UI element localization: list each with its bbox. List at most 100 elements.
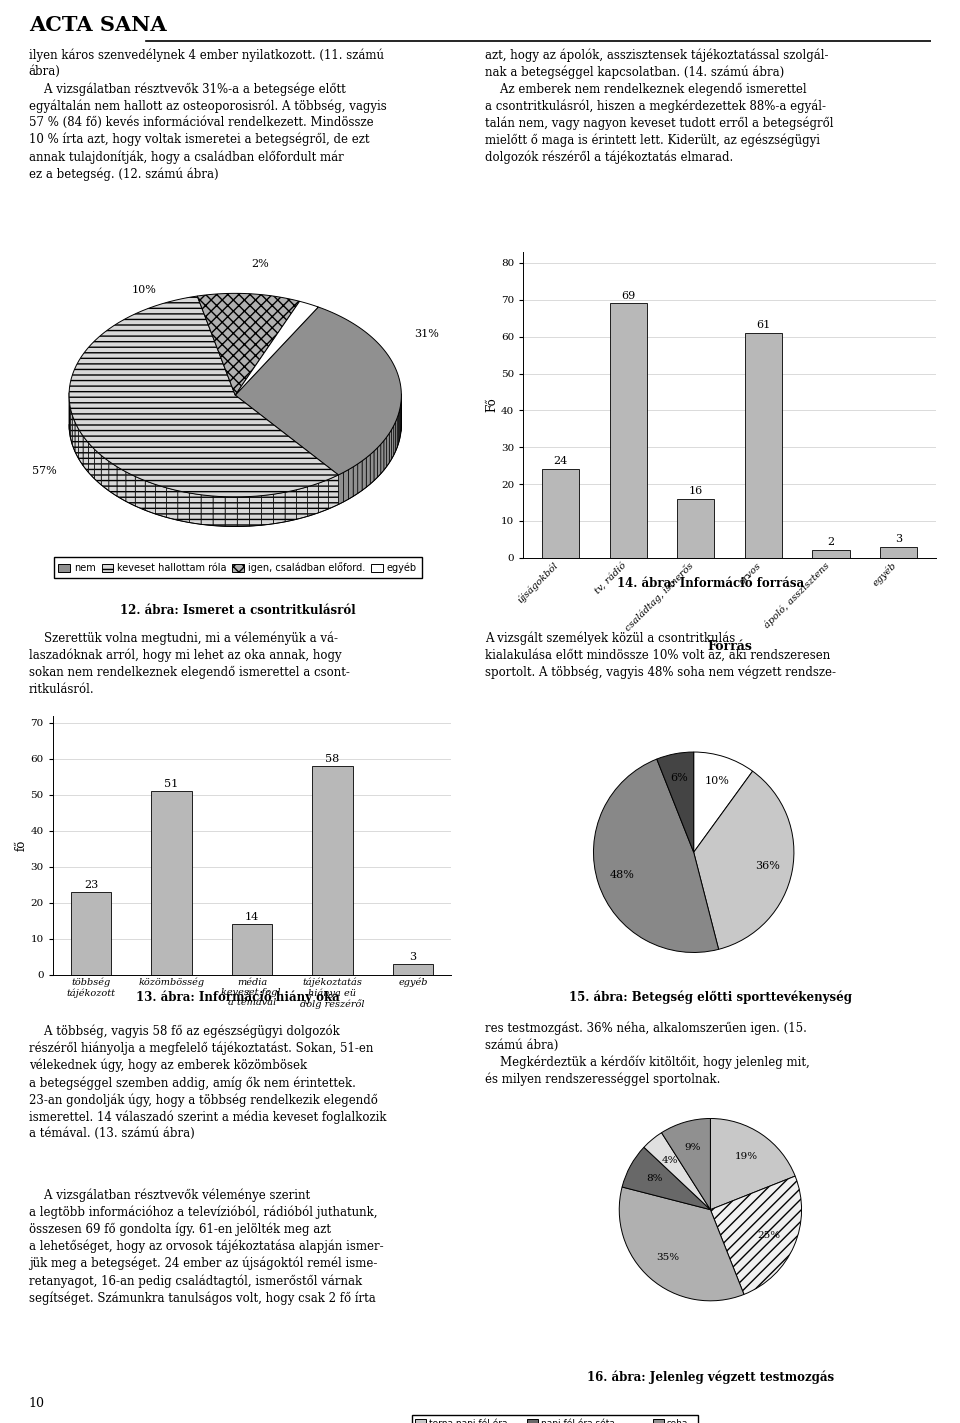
X-axis label: Forrás: Forrás (708, 640, 752, 653)
Polygon shape (348, 467, 353, 499)
Polygon shape (353, 464, 358, 497)
Text: 51: 51 (164, 780, 179, 790)
Bar (152, 791, 192, 975)
Wedge shape (710, 1118, 795, 1210)
Polygon shape (285, 490, 297, 522)
Text: 58: 58 (325, 754, 340, 764)
Polygon shape (381, 441, 384, 474)
Polygon shape (387, 433, 389, 467)
Polygon shape (235, 307, 401, 475)
Polygon shape (261, 494, 274, 525)
Text: res testmozgást. 36% néha, alkalomszerűen igen. (15.
számú ábra)
    Megkérdeztü: res testmozgást. 36% néha, alkalomszerűe… (485, 1022, 809, 1086)
Text: 12. ábra: Ismeret a csontritkulásról: 12. ábra: Ismeret a csontritkulásról (120, 603, 355, 618)
Text: 14. ábra: Információ forrása: 14. ábra: Információ forrása (617, 576, 804, 591)
Wedge shape (710, 1175, 802, 1295)
Wedge shape (622, 1147, 710, 1210)
Text: 4%: 4% (661, 1155, 678, 1164)
Text: 25%: 25% (757, 1231, 780, 1239)
Text: 10%: 10% (705, 776, 730, 785)
Text: 8%: 8% (646, 1174, 662, 1183)
Polygon shape (178, 491, 189, 522)
Text: 19%: 19% (735, 1153, 758, 1161)
Polygon shape (213, 497, 226, 527)
Wedge shape (694, 771, 794, 949)
Polygon shape (297, 487, 307, 519)
Polygon shape (250, 495, 261, 527)
Polygon shape (79, 430, 84, 465)
Bar (677, 499, 714, 558)
Polygon shape (339, 472, 344, 505)
Text: 31%: 31% (414, 329, 439, 340)
Bar (232, 925, 272, 975)
Text: azt, hogy az ápolók, asszisztensek tájékoztatással szolgál-
nak a betegséggel ka: azt, hogy az ápolók, asszisztensek tájék… (485, 48, 833, 165)
Text: 57%: 57% (32, 465, 57, 475)
Text: 3: 3 (895, 534, 902, 544)
Bar (610, 303, 647, 558)
Text: 6%: 6% (671, 774, 688, 784)
Text: 16: 16 (688, 485, 703, 495)
Wedge shape (661, 1118, 710, 1210)
Text: A többség, vagyis 58 fő az egészségügyi dolgozók
részéről hiányolja a megfelelő : A többség, vagyis 58 fő az egészségügyi … (29, 1025, 386, 1140)
Text: 13. ábra: Információ hiány oka: 13. ábra: Információ hiány oka (135, 990, 340, 1005)
Polygon shape (117, 467, 126, 501)
Text: 16. ábra: Jelenleg végzett testmozgás: 16. ábra: Jelenleg végzett testmozgás (587, 1370, 834, 1385)
Polygon shape (166, 488, 178, 521)
Text: Szerettük volna megtudni, mi a véleményük a vá-
laszadóknak arról, hogy mi lehet: Szerettük volna megtudni, mi a véleményü… (29, 632, 349, 696)
Polygon shape (358, 461, 362, 494)
Polygon shape (197, 293, 300, 396)
Y-axis label: fő: fő (14, 840, 28, 851)
Polygon shape (398, 410, 399, 444)
Polygon shape (396, 418, 397, 451)
Polygon shape (94, 450, 101, 485)
Text: 61: 61 (756, 320, 771, 330)
Text: 69: 69 (621, 290, 636, 300)
Wedge shape (593, 758, 719, 952)
Polygon shape (344, 470, 348, 502)
Polygon shape (84, 435, 88, 472)
Text: ACTA SANA: ACTA SANA (29, 14, 166, 36)
Text: 15. ábra: Betegség előtti sporttevékenység: 15. ábra: Betegség előtti sporttevékenys… (569, 990, 852, 1005)
Polygon shape (377, 444, 381, 477)
Polygon shape (389, 430, 392, 462)
Wedge shape (694, 751, 753, 852)
Bar (393, 963, 433, 975)
Legend: nem, keveset hallottam róla, igen, családban előford., egyéb: nem, keveset hallottam róla, igen, csalá… (54, 558, 421, 578)
Polygon shape (394, 421, 396, 455)
Polygon shape (397, 414, 398, 447)
Polygon shape (145, 481, 156, 514)
Bar (745, 333, 782, 558)
Polygon shape (189, 492, 201, 524)
Bar (812, 551, 850, 558)
Text: 2: 2 (828, 538, 834, 548)
Polygon shape (156, 484, 166, 518)
Polygon shape (384, 437, 387, 470)
Polygon shape (362, 458, 367, 491)
Polygon shape (75, 423, 79, 458)
Polygon shape (319, 480, 328, 512)
Text: 24: 24 (553, 457, 567, 467)
Legend: torna napi fél óra, kerékpározás 1ó/nap, naponta úszás, napi fél óra séta, heten: torna napi fél óra, kerékpározás 1ó/nap,… (412, 1414, 698, 1423)
Text: A vizsgálatban résztvevők véleménye szerint
a legtöbb információhoz a televíziób: A vizsgálatban résztvevők véleménye szer… (29, 1188, 383, 1305)
Polygon shape (237, 497, 250, 527)
Text: 36%: 36% (756, 861, 780, 871)
Text: 23: 23 (84, 879, 98, 889)
Text: 10%: 10% (132, 285, 156, 295)
Wedge shape (657, 751, 694, 852)
Text: ilyen káros szenvedélynek 4 ember nyilatkozott. (11. számú
ábra)
    A vizsgálat: ilyen káros szenvedélynek 4 ember nyilat… (29, 48, 387, 181)
Y-axis label: Fő: Fő (485, 397, 498, 413)
Text: 9%: 9% (684, 1144, 701, 1153)
Polygon shape (88, 443, 94, 478)
Polygon shape (274, 492, 285, 524)
Polygon shape (72, 416, 75, 451)
Polygon shape (69, 296, 339, 497)
Text: A vizsgált személyek közül a csontritkulás
kialakulása előtt mindössze 10% volt : A vizsgált személyek közül a csontritkul… (485, 632, 836, 679)
Text: 10: 10 (29, 1396, 45, 1410)
Bar (71, 892, 111, 975)
Bar (312, 766, 352, 975)
Polygon shape (69, 400, 70, 437)
Text: 14: 14 (245, 912, 259, 922)
Text: 48%: 48% (610, 871, 635, 881)
Polygon shape (135, 477, 145, 511)
Polygon shape (392, 425, 394, 460)
Polygon shape (108, 461, 117, 497)
